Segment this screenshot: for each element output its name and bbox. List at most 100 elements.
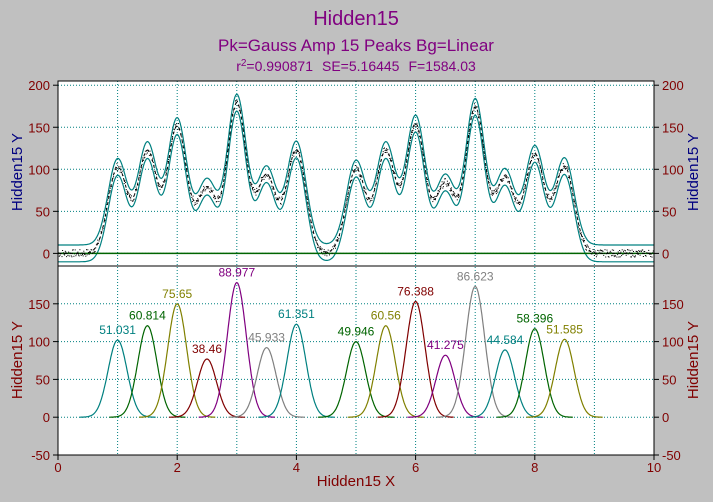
data-point [220,194,222,196]
data-point [401,181,403,183]
peak-curve-7 [258,323,335,418]
data-point [611,249,613,251]
data-point [355,170,357,171]
data-point [640,250,642,252]
chart-subtitle: Pk=Gauss Amp 15 Peaks Bg=Linear [218,36,494,55]
data-point [120,166,122,168]
data-point [567,167,569,169]
data-point [238,104,240,106]
bottom-y-tick-label-right: 150 [662,297,684,312]
data-point [459,188,461,190]
data-point [362,187,364,189]
data-point [350,180,352,181]
data-point [556,183,558,185]
bottom-y-axis-label-left: Hidden15 Y [9,321,26,399]
data-point [580,232,582,234]
data-point [505,175,507,177]
data-point [160,185,162,187]
data-point [642,256,644,257]
data-point [516,202,518,204]
data-point [404,173,406,175]
peak-curve-1 [79,339,156,418]
data-point [129,194,131,196]
data-point [644,255,646,256]
data-point [205,189,207,191]
r2-superscript: 2 [241,58,247,69]
data-point [94,251,96,252]
data-point [125,181,126,183]
data-point [303,182,305,184]
data-point [417,130,419,132]
data-point [261,177,263,178]
peak-label-6: 45.933 [248,331,285,345]
data-point [297,151,299,153]
data-point [98,240,100,242]
data-point [617,254,619,256]
data-point [460,189,462,191]
data-point [215,197,217,199]
data-point [319,246,321,248]
data-point [337,236,338,238]
data-point [333,248,334,250]
data-point [107,196,109,198]
data-point [394,173,396,175]
data-point [451,193,453,195]
data-point [62,250,64,251]
data-point [291,154,293,156]
top-y-axis-label-right: Hidden15 Y [685,133,702,211]
data-point [260,183,262,185]
data-point [547,197,549,199]
data-point [113,176,115,178]
data-point [163,182,165,183]
data-point [372,197,374,199]
data-point [223,183,225,185]
data-point [540,169,542,171]
data-point [599,252,601,254]
data-point [366,199,368,201]
data-point [203,185,205,187]
data-point [295,152,297,154]
data-point [504,174,506,176]
data-point [450,187,452,189]
chart-title: Hidden15 [313,8,399,30]
bottom-y-tick-label-right: 100 [662,335,684,350]
data-point [534,154,536,156]
data-point [229,134,231,136]
data-point [556,185,558,187]
data-point [152,161,154,163]
data-point [130,199,132,201]
data-point [345,203,347,205]
data-point [627,249,628,251]
data-point [649,253,651,255]
data-point [135,189,136,190]
data-point [400,182,402,184]
data-point [267,174,269,176]
data-point [242,127,244,129]
data-point [598,250,600,252]
data-point [265,173,267,175]
data-point [123,178,125,180]
data-point [557,176,559,178]
data-point [581,238,583,240]
data-point [201,192,203,194]
data-point [411,134,413,136]
data-point [294,152,296,154]
data-point [600,250,602,252]
data-point [72,249,74,251]
data-point [127,191,129,193]
data-point [518,201,520,203]
data-point [447,185,449,187]
data-point [564,166,566,168]
data-point [348,190,350,192]
data-point [633,255,635,257]
data-point [217,196,219,198]
data-point [494,191,496,193]
data-point [566,167,568,169]
data-point [384,151,386,153]
data-point [517,199,519,201]
data-point [531,160,532,161]
data-point [378,170,379,172]
data-point [606,249,608,251]
data-point [566,166,568,168]
data-point [91,249,93,251]
